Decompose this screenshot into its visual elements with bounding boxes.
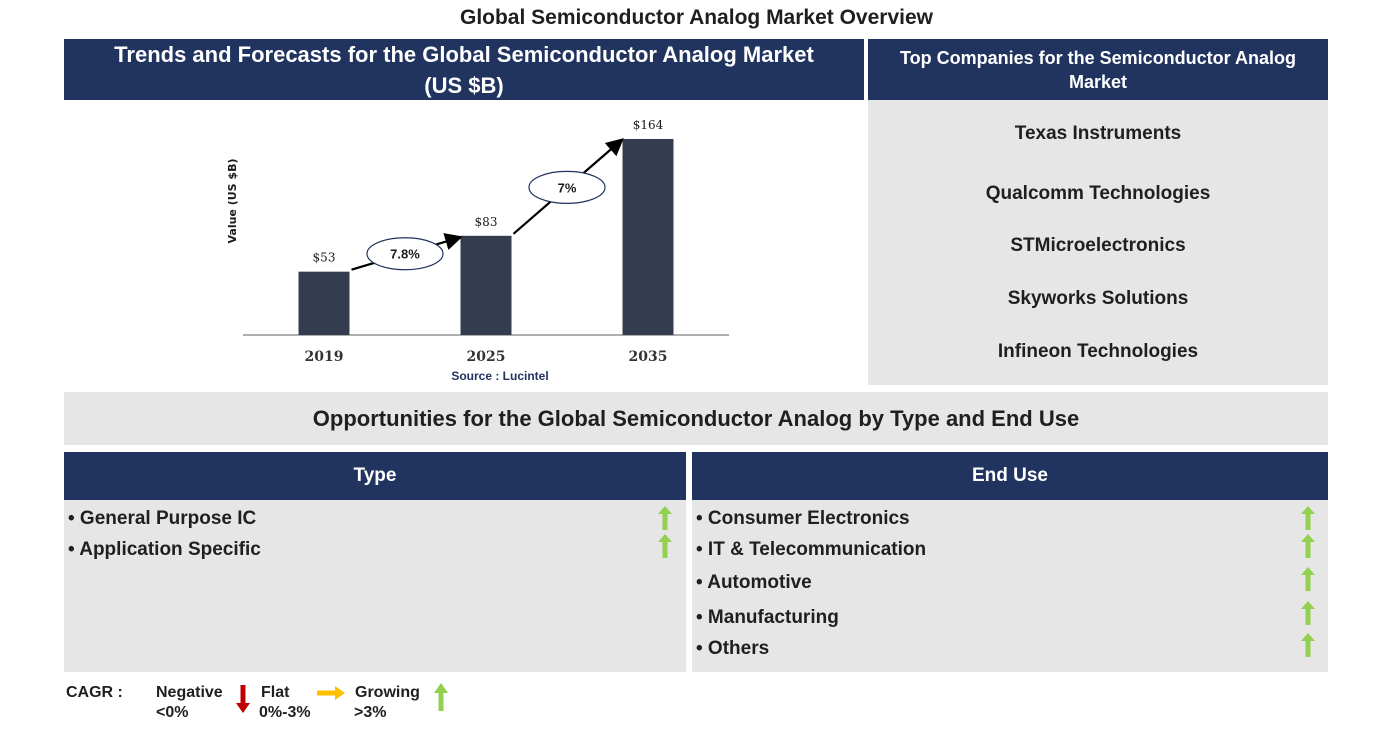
legend-flat-range: 0%-3% [259, 704, 311, 721]
end-use-item: • Others [696, 638, 770, 659]
bar-2025 [460, 235, 512, 335]
bar-value-label: $53 [313, 251, 336, 265]
legend-growing-label: Growing [355, 684, 420, 701]
legend-negative-range: <0% [156, 704, 189, 721]
end-use-panel: • Consumer Electronics • IT & Telecommun… [692, 500, 1328, 672]
company-item: Qualcomm Technologies [985, 183, 1211, 204]
cagr-label: 7.8% [390, 247, 420, 262]
company-item: STMicroelectronics [1010, 235, 1186, 256]
legend-growing-range: >3% [354, 704, 387, 721]
up-arrow-icon [658, 534, 672, 558]
legend-flat-label: Flat [261, 684, 290, 701]
bar-2019 [298, 271, 350, 335]
legend-negative-label: Negative [156, 684, 223, 701]
end-use-column-header: End Use [692, 452, 1328, 500]
trend-panel-title: Trends and Forecasts for the Global Semi… [114, 41, 814, 98]
up-arrow-icon [1301, 534, 1315, 558]
companies-panel-header: Top Companies for the Semiconductor Anal… [868, 39, 1328, 100]
right-arrow-icon [317, 686, 345, 700]
x-tick-label: 2035 [629, 349, 668, 365]
x-tick-label: 2019 [305, 349, 344, 365]
legend-cagr-label: CAGR : [66, 684, 123, 701]
up-arrow-icon [434, 683, 448, 711]
cagr-oval [366, 237, 444, 271]
chart-source: Source : Lucintel [451, 369, 548, 383]
bar-value-label: $83 [475, 215, 498, 229]
cagr-oval [528, 170, 606, 205]
type-column-header: Type [64, 452, 686, 500]
end-use-item: • Consumer Electronics [696, 508, 910, 529]
company-item: Texas Instruments [1014, 123, 1182, 144]
end-use-item: • Automotive [696, 572, 812, 593]
type-item: • Application Specific [68, 539, 261, 560]
end-use-item: • Manufacturing [696, 607, 839, 628]
up-arrow-icon [1301, 633, 1315, 657]
up-arrow-icon [658, 506, 672, 530]
type-item: • General Purpose IC [68, 508, 257, 529]
end-use-item: • IT & Telecommunication [696, 539, 927, 560]
y-axis-label: Value (US $B) [226, 158, 239, 243]
bar-value-label: $164 [633, 118, 664, 132]
opportunities-title: Opportunities for the Global Semiconduct… [64, 392, 1328, 445]
company-item: Infineon Technologies [997, 341, 1199, 362]
cagr-label: 7% [558, 180, 577, 195]
bar-2035 [622, 139, 674, 335]
companies-panel: Texas Instruments Qualcomm Technologies … [868, 100, 1328, 385]
up-arrow-icon [1301, 601, 1315, 625]
up-arrow-icon [1301, 506, 1315, 530]
market-bar-chart: Value (US $B) $53 2019 $83 2025 $164 2035 7.8% 7… [226, 118, 729, 383]
up-arrow-icon [1301, 567, 1315, 591]
trend-panel-header: Trends and Forecasts for the Global Semi… [64, 39, 864, 100]
down-arrow-icon [236, 685, 250, 713]
x-tick-label: 2025 [467, 349, 506, 365]
type-panel: • General Purpose IC • Application Speci… [64, 500, 686, 672]
page-title: Global Semiconductor Analog Market Overv… [459, 6, 933, 29]
companies-panel-title: Top Companies for the Semiconductor Anal… [899, 47, 1297, 92]
company-item: Skyworks Solutions [1007, 288, 1189, 309]
